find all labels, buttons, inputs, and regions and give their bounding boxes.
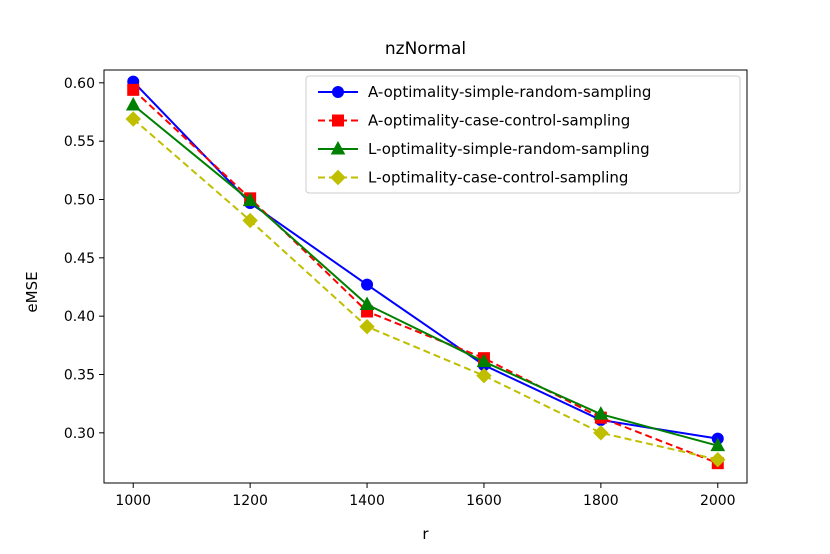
chart-title: nzNormal [385, 39, 466, 59]
legend-entry: A-optimality-case-control-sampling [318, 112, 630, 130]
legend-marker [332, 114, 344, 127]
data-point [476, 353, 492, 368]
series-group [125, 75, 726, 470]
data-point [127, 83, 140, 96]
series-4 [125, 111, 726, 468]
y-tick-label: 0.50 [64, 193, 95, 209]
legend-box [305, 75, 741, 194]
series-line [132, 80, 718, 440]
y-tick-label: 0.35 [64, 368, 95, 384]
data-point [710, 437, 726, 452]
legend-label: A-optimality-simple-random-sampling [368, 83, 651, 101]
data-point [476, 367, 492, 384]
x-tick-label: 1200 [232, 493, 268, 509]
legend-entry: L-optimality-simple-random-sampling [318, 140, 650, 158]
data-point [593, 425, 609, 441]
x-tick-label: 1000 [115, 493, 151, 509]
data-point [593, 406, 609, 420]
x-tick-label: 1400 [349, 493, 385, 509]
series-line [132, 104, 719, 447]
y-axis-label: eMSE [23, 271, 41, 312]
data-point [242, 192, 258, 207]
data-point [125, 111, 141, 127]
legend-entry: L-optimality-case-control-sampling [318, 169, 628, 187]
legend-label: A-optimality-case-control-sampling [368, 112, 630, 130]
data-point [361, 278, 374, 291]
legend-entry: A-optimality-simple-random-sampling [318, 83, 651, 101]
x-tick-label: 2000 [700, 493, 736, 509]
series-line [132, 89, 719, 465]
x-tick-label: 1800 [583, 493, 619, 509]
y-tick-label: 0.30 [64, 426, 95, 442]
legend-marker [332, 86, 344, 98]
legend: A-optimality-simple-random-sampling A-opt… [305, 75, 741, 194]
y-tick-label: 0.40 [64, 309, 95, 325]
series-line [132, 118, 718, 461]
data-point [710, 451, 726, 468]
y-tick-label: 0.55 [64, 134, 95, 150]
x-axis-label: r [422, 525, 429, 543]
data-point [359, 318, 375, 335]
plot-frame [103, 69, 748, 484]
axis-ticks: 1000 1200 1400 1600 1800 2000 0.30 0.35 0.40 0.45… [64, 76, 736, 509]
data-point [125, 96, 141, 111]
y-tick-label: 0.60 [64, 76, 95, 92]
x-tick-label: 1600 [466, 493, 502, 509]
y-tick-label: 0.45 [64, 251, 95, 267]
data-point [242, 212, 258, 229]
series-3 [125, 96, 726, 452]
legend-label: L-optimality-simple-random-sampling [368, 140, 650, 158]
legend-label: L-optimality-case-control-sampling [368, 169, 628, 187]
data-point [359, 296, 375, 310]
legend-marker [330, 140, 346, 155]
legend-marker [330, 169, 346, 186]
